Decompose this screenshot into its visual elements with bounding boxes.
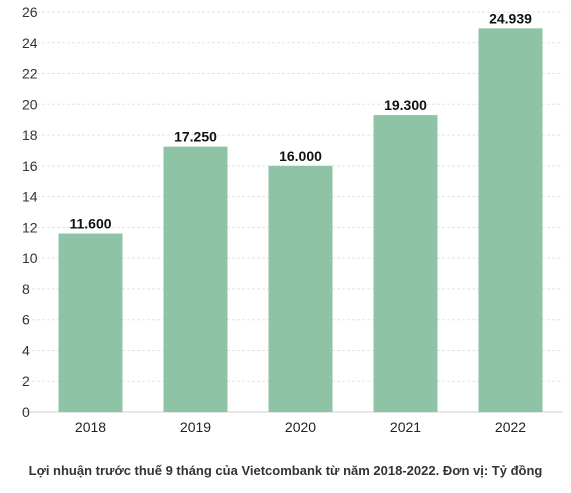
data-label-2020: 16.000	[279, 148, 322, 164]
y-tick-label: 14	[22, 189, 38, 205]
y-tick-label: 4	[22, 342, 30, 358]
y-tick-label: 0	[22, 404, 30, 420]
x-tick-label-2021: 2021	[390, 419, 421, 435]
y-tick-label: 6	[22, 312, 30, 328]
bar-2019	[163, 146, 228, 412]
y-tick-label: 10	[22, 250, 38, 266]
x-tick-label-2019: 2019	[180, 419, 211, 435]
chart-caption: Lợi nhuận trước thuế 9 tháng của Vietcom…	[28, 463, 543, 478]
bar-2020	[268, 165, 333, 412]
y-tick-label: 22	[22, 66, 38, 82]
data-label-2022: 24.939	[489, 10, 532, 26]
y-tick-label: 26	[22, 4, 38, 20]
x-tick-label-2018: 2018	[75, 419, 106, 435]
x-axis-ticks: 2018 2019 2020 2021 2022	[75, 419, 526, 435]
bar-2022	[478, 28, 543, 412]
data-label-2019: 17.250	[174, 129, 217, 145]
data-label-2018: 11.600	[69, 216, 111, 232]
y-tick-label: 18	[22, 127, 38, 143]
y-tick-label: 16	[22, 158, 38, 174]
y-tick-label: 8	[22, 281, 30, 297]
bar-2021	[373, 115, 438, 413]
data-label-2021: 19.300	[384, 97, 427, 113]
y-tick-label: 12	[22, 219, 38, 235]
x-tick-label-2020: 2020	[285, 419, 316, 435]
y-tick-label: 24	[22, 35, 38, 51]
y-tick-label: 20	[22, 96, 38, 112]
y-tick-label: 2	[22, 373, 30, 389]
data-labels: 11.600 17.250 16.000 19.300 24.939	[69, 10, 532, 231]
x-tick-label-2022: 2022	[495, 419, 526, 435]
bars	[58, 28, 543, 413]
bar-2018	[58, 233, 123, 412]
